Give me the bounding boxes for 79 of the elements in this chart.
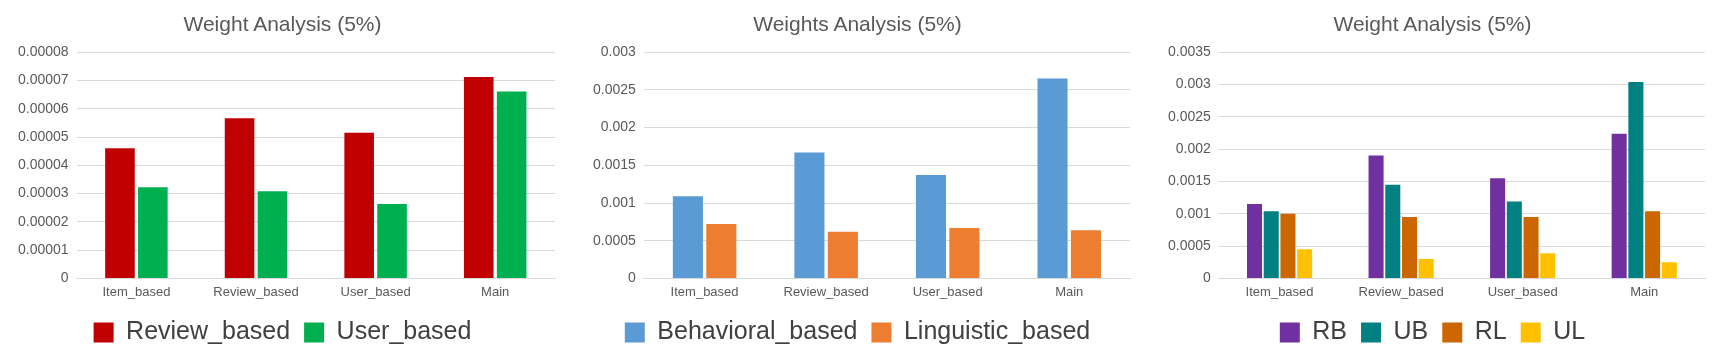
x-tick-label: User_based: [912, 283, 983, 299]
y-tick-label: 0.0035: [1167, 43, 1212, 60]
bar: [224, 118, 255, 278]
x-tick-label: Item_based: [670, 283, 739, 299]
bar: [1490, 178, 1506, 278]
x-tick-label: Item_based: [102, 283, 171, 299]
bar: [794, 152, 825, 278]
y-tick-label: 0.00001: [18, 240, 69, 257]
y-tick-label: 0.0015: [1167, 172, 1212, 189]
y-tick-label: 0.00005: [18, 127, 69, 144]
bar: [672, 196, 703, 278]
bar: [1297, 249, 1313, 278]
bar: [1368, 155, 1384, 278]
bar: [344, 132, 374, 278]
bar: [1401, 217, 1418, 278]
x-tick-label: Main: [1630, 283, 1659, 299]
legend-label: User_based: [336, 316, 472, 345]
bar: [1523, 217, 1539, 278]
legend-label: UB: [1393, 316, 1429, 345]
bar: [377, 204, 407, 278]
bar: [1661, 262, 1677, 278]
legend-label: Linguistic_based: [903, 316, 1091, 345]
bar: [463, 77, 494, 278]
y-tick-label: 0.00007: [18, 71, 69, 88]
y-tick-label: 0.001: [600, 193, 637, 210]
bar: [1418, 259, 1434, 278]
y-tick-label: 0.00003: [18, 184, 69, 201]
legend-label: Review_based: [126, 316, 291, 345]
x-tick-label: User_based: [1487, 283, 1558, 299]
bar: [138, 187, 168, 278]
y-tick-label: 0: [1203, 269, 1212, 286]
x-tick-label: Main: [1055, 283, 1084, 299]
bar: [1506, 201, 1522, 278]
x-tick-label: Item_based: [1245, 283, 1314, 299]
x-tick-label: Review_based: [213, 283, 299, 299]
legend-label: Behavioral_based: [657, 316, 858, 345]
bar: [1263, 211, 1279, 278]
bar: [1611, 133, 1627, 278]
y-tick-label: 0: [628, 269, 637, 286]
y-tick-label: 0.0025: [592, 80, 637, 97]
bar: [1280, 213, 1296, 278]
bar: [1645, 211, 1661, 278]
bar: [949, 227, 980, 278]
bar: [105, 148, 135, 278]
legend-label: UL: [1553, 316, 1586, 345]
y-tick-label: 0.001: [1175, 204, 1212, 221]
bar: [1540, 253, 1556, 278]
y-tick-label: 0.0025: [1167, 107, 1212, 124]
chart-title: Weight Analysis (5%): [183, 12, 382, 36]
y-tick-label: 0.0015: [592, 156, 637, 173]
legend-label: RB: [1312, 316, 1348, 345]
y-tick-label: 0: [60, 269, 69, 286]
chart-title: Weight Analysis (5%): [1333, 12, 1532, 36]
x-tick-label: User_based: [340, 283, 411, 299]
bar: [496, 91, 527, 278]
y-tick-label: 0.0005: [1167, 236, 1212, 253]
bar: [1628, 81, 1644, 278]
y-tick-label: 0.00006: [18, 99, 69, 116]
y-tick-label: 0.00008: [18, 43, 69, 60]
bar: [257, 191, 288, 278]
y-tick-label: 0.002: [1175, 140, 1212, 156]
bar: [1247, 204, 1263, 278]
bar: [1037, 78, 1068, 278]
x-tick-label: Review_based: [783, 283, 869, 299]
bar: [706, 224, 737, 278]
bar: [827, 231, 858, 278]
chart-title: Weights Analysis (5%): [753, 12, 962, 36]
legend-label: RL: [1474, 316, 1507, 345]
x-tick-label: Main: [481, 283, 510, 299]
y-tick-label: 0.003: [1175, 75, 1212, 92]
y-tick-label: 0.00004: [18, 156, 69, 173]
y-tick-label: 0.002: [600, 118, 637, 135]
x-tick-label: Review_based: [1358, 283, 1444, 299]
y-tick-label: 0.003: [600, 43, 637, 60]
y-tick-label: 0.0005: [592, 231, 637, 248]
bar: [1385, 184, 1401, 278]
bar: [1070, 230, 1101, 278]
bar: [915, 175, 947, 278]
y-tick-label: 0.00002: [18, 212, 69, 229]
